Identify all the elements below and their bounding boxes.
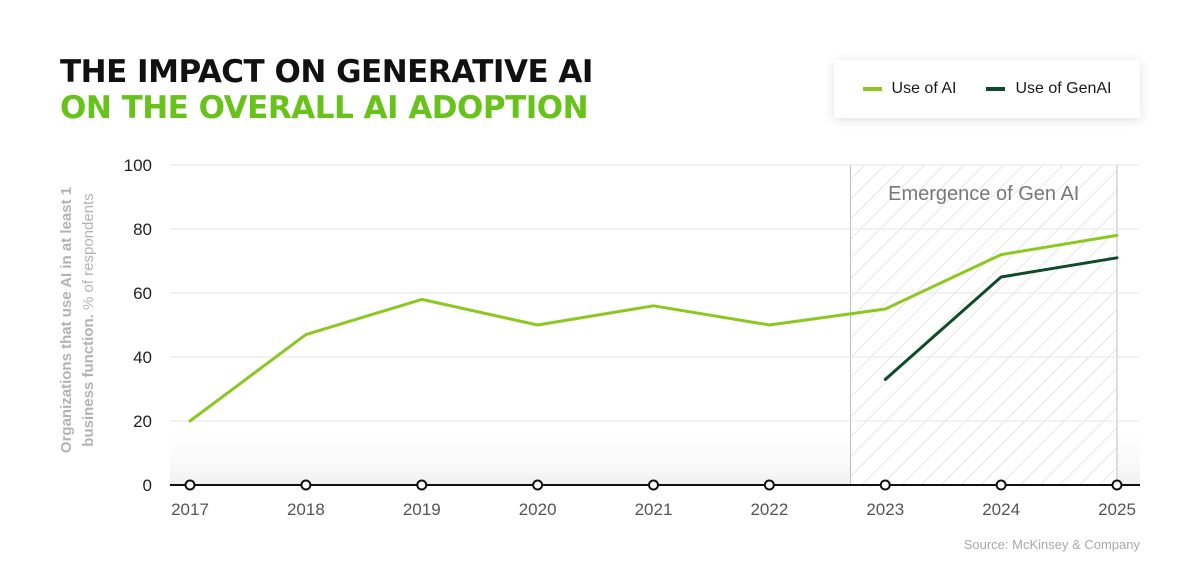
x-tick-marker	[1111, 479, 1123, 491]
x-tick-label: 2022	[750, 500, 788, 519]
chart-title: THE IMPACT ON GENERATIVE AI ON THE OVERA…	[60, 54, 593, 126]
x-tick-label: 2023	[866, 500, 904, 519]
legend-swatch-use-of-genai	[986, 87, 1006, 91]
legend-label-use-of-genai: Use of GenAI	[1015, 80, 1112, 97]
x-tick-label: 2025	[1098, 500, 1136, 519]
source-note: Source: McKinsey & Company	[963, 537, 1140, 552]
x-tick-label: 2018	[287, 500, 325, 519]
chart-title-line-2: ON THE OVERALL AI ADOPTION	[60, 90, 589, 126]
x-tick-label: 2017	[171, 500, 209, 519]
chart-title-line-1: THE IMPACT ON GENERATIVE AI	[60, 54, 593, 90]
x-tick-label: 2021	[635, 500, 673, 519]
x-tick-marker	[532, 479, 544, 491]
y-tick-label: 80	[133, 220, 152, 239]
x-tick-marker	[300, 479, 312, 491]
x-tick-marker	[648, 479, 659, 491]
x-tick-marker	[416, 479, 428, 491]
x-tick-marker	[184, 479, 196, 491]
series-line-use-of-genai	[883, 256, 1119, 381]
legend-item-use-of-ai: Use of AI	[862, 80, 957, 98]
y-tick-label: 0	[143, 476, 152, 495]
x-tick-label: 2019	[403, 500, 441, 519]
chart-legend: Use of AI Use of GenAI	[834, 60, 1140, 118]
y-tick-label: 100	[124, 156, 152, 175]
x-tick-label: 2020	[519, 500, 557, 519]
annotation-label: Emergence of Gen AI	[888, 183, 1079, 205]
y-tick-label: 60	[133, 284, 152, 303]
x-tick-label: 2024	[982, 500, 1020, 519]
legend-label-use-of-ai: Use of AI	[891, 80, 957, 97]
x-tick-marker	[995, 479, 1007, 491]
x-tick-marker	[763, 479, 775, 491]
x-tick-marker	[879, 479, 891, 491]
legend-swatch-use-of-ai	[862, 87, 882, 91]
y-tick-label: 40	[133, 348, 152, 367]
annotation-region	[849, 164, 1118, 486]
legend-item-use-of-genai: Use of GenAI	[986, 80, 1111, 98]
series-line-use-of-ai	[188, 233, 1119, 423]
y-tick-label: 20	[133, 412, 152, 431]
